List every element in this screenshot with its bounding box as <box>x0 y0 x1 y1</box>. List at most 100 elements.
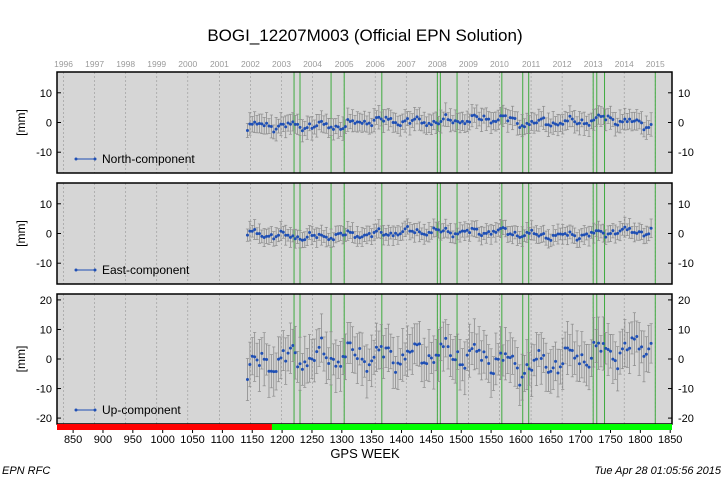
data-point <box>245 128 249 132</box>
data-point <box>448 354 452 358</box>
y-tick-label: 0 <box>678 354 684 366</box>
data-point <box>437 353 441 357</box>
bottom-x-axis: 850 900 950 1000 1050 1100 1150 1200 1250 1300 135… <box>64 430 682 446</box>
data-point <box>277 233 281 237</box>
data-point <box>551 121 555 125</box>
data-point <box>534 121 538 125</box>
data-point <box>403 119 407 123</box>
data-point <box>501 226 505 230</box>
data-point <box>327 238 331 242</box>
data-point <box>453 119 457 123</box>
y-tick-label: 0 <box>46 229 52 241</box>
x-tick-label: 1000 <box>150 434 174 446</box>
data-point <box>475 349 479 353</box>
data-point <box>532 121 536 125</box>
data-point <box>570 117 574 121</box>
data-point <box>556 371 560 375</box>
data-point <box>437 122 441 126</box>
data-point <box>250 229 254 233</box>
coverage-bar <box>57 424 672 430</box>
data-point <box>458 121 462 125</box>
data-point <box>291 343 295 347</box>
data-point <box>327 126 331 130</box>
data-point <box>463 229 467 233</box>
data-point <box>322 122 326 126</box>
data-point <box>446 230 450 234</box>
data-point <box>262 124 266 128</box>
data-point <box>487 362 491 366</box>
data-point <box>355 120 359 124</box>
data-point <box>320 119 324 123</box>
data-point <box>468 349 472 353</box>
data-point <box>551 366 555 370</box>
year-label: 2001 <box>210 59 229 69</box>
data-point <box>460 363 464 367</box>
data-point <box>262 357 266 361</box>
panel-east-component: -10 -10 0 0 10 10 [mm] East-component <box>14 182 694 285</box>
data-point <box>253 355 257 359</box>
data-point <box>635 118 639 122</box>
coverage-segment <box>57 424 272 430</box>
data-point <box>351 119 355 123</box>
y-tick-label: 0 <box>678 118 684 130</box>
data-point <box>360 357 364 361</box>
data-point <box>444 226 448 230</box>
data-point <box>563 232 567 236</box>
data-point <box>432 226 436 230</box>
data-point <box>558 232 562 236</box>
data-point <box>343 355 347 359</box>
data-point <box>434 227 438 231</box>
data-point <box>331 238 335 242</box>
data-point <box>315 124 319 128</box>
data-point <box>427 354 431 358</box>
data-point <box>365 369 369 373</box>
data-point <box>358 120 362 124</box>
data-point <box>499 351 503 355</box>
data-point <box>558 121 562 125</box>
legend-marker <box>93 408 97 412</box>
data-point <box>324 356 328 360</box>
data-point <box>432 119 436 123</box>
footer-right: Tue Apr 28 01:05:56 2015 <box>594 465 721 477</box>
data-point <box>558 365 562 369</box>
data-point <box>539 117 543 121</box>
data-point <box>434 121 438 125</box>
data-point <box>544 123 548 127</box>
data-point <box>568 230 572 234</box>
data-point <box>267 234 271 238</box>
data-point <box>288 122 292 126</box>
data-point <box>482 350 486 354</box>
y-tick-label: 0 <box>46 354 52 366</box>
data-point <box>480 118 484 122</box>
data-point <box>594 229 598 233</box>
data-point <box>623 225 627 229</box>
y-tick-label: -10 <box>678 258 694 270</box>
data-point <box>511 233 515 237</box>
data-point <box>503 227 507 231</box>
data-point <box>363 233 366 237</box>
y-tick-label: -10 <box>36 147 52 159</box>
y-axis-label: [mm] <box>14 220 28 247</box>
data-point <box>501 358 505 362</box>
data-point <box>577 237 581 241</box>
data-point <box>601 114 605 118</box>
legend-label: North-component <box>102 152 195 166</box>
data-point <box>434 353 438 357</box>
x-tick-label: 1100 <box>211 434 235 446</box>
year-label: 2006 <box>366 59 385 69</box>
data-point <box>551 233 555 237</box>
data-point <box>458 230 462 234</box>
data-point <box>506 355 510 359</box>
y-tick-label: 20 <box>40 295 52 307</box>
y-tick-label: 10 <box>40 199 52 211</box>
data-point <box>339 231 343 235</box>
data-point <box>420 232 424 236</box>
data-point <box>580 118 584 122</box>
data-point <box>396 123 400 127</box>
data-point <box>296 122 300 126</box>
data-point <box>532 358 536 362</box>
data-point <box>370 359 374 363</box>
data-point <box>632 337 636 341</box>
data-point <box>372 355 376 359</box>
data-point <box>468 120 472 124</box>
